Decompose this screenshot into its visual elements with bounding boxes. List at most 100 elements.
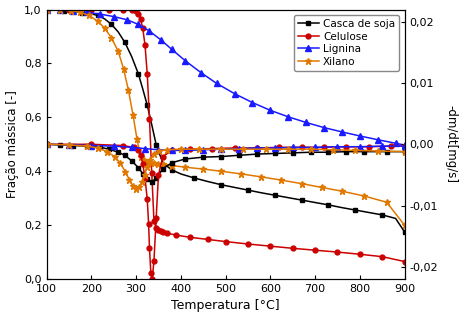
Lignina	[402, 143, 407, 147]
Y-axis label: Fração mássica [-]: Fração mássica [-]	[6, 90, 19, 198]
Casca de soja	[178, 172, 184, 176]
Xilano	[148, 161, 154, 164]
Xilano	[69, 9, 74, 12]
Casca de soja	[245, 188, 250, 192]
Casca de soja	[366, 211, 371, 214]
Lignina	[393, 141, 398, 145]
Celulose	[136, 12, 141, 16]
Casca de soja	[169, 168, 175, 172]
Celulose	[151, 219, 157, 223]
Lignina	[136, 23, 141, 26]
Xilano	[141, 159, 147, 162]
Xilano	[339, 189, 344, 193]
Celulose	[187, 235, 193, 239]
Xilano	[160, 162, 166, 166]
Xilano	[121, 67, 126, 71]
Lignina	[375, 138, 381, 142]
Xilano	[44, 8, 50, 11]
Casca de soja	[379, 213, 385, 217]
Xilano	[125, 88, 131, 92]
Xilano	[362, 194, 367, 198]
Lignina	[198, 71, 204, 74]
Celulose	[66, 8, 72, 11]
Celulose	[290, 246, 295, 250]
Lignina	[84, 10, 90, 14]
Xilano	[134, 137, 140, 141]
Lignina	[268, 108, 273, 112]
Casca de soja	[258, 191, 264, 195]
Celulose	[147, 117, 152, 121]
Celulose	[44, 8, 50, 11]
X-axis label: Temperatura [°C]: Temperatura [°C]	[171, 300, 280, 313]
Casca de soja	[285, 196, 291, 200]
Casca de soja	[272, 193, 277, 197]
Casca de soja	[44, 8, 50, 11]
Celulose	[140, 26, 145, 30]
Xilano	[57, 8, 63, 12]
Casca de soja	[109, 23, 114, 26]
Xilano	[200, 167, 206, 171]
Casca de soja	[299, 198, 304, 202]
Lignina	[321, 126, 327, 129]
Casca de soja	[232, 185, 237, 189]
Lignina	[285, 115, 291, 119]
Xilano	[155, 162, 160, 166]
Celulose	[379, 255, 385, 259]
Celulose	[223, 240, 228, 244]
Casca de soja	[102, 17, 107, 21]
Celulose	[335, 250, 340, 254]
Casca de soja	[393, 217, 398, 220]
Celulose	[149, 171, 155, 175]
Lignina	[339, 130, 344, 134]
Celulose	[142, 43, 148, 47]
Lignina	[169, 47, 175, 51]
Celulose	[357, 252, 363, 256]
Xilano	[182, 165, 188, 169]
Casca de soja	[136, 72, 141, 76]
Casca de soja	[140, 87, 145, 91]
Lignina	[44, 8, 50, 11]
Celulose	[129, 9, 134, 12]
Xilano	[169, 164, 175, 168]
Casca de soja	[339, 206, 344, 210]
Celulose	[133, 10, 139, 13]
Xilano	[77, 10, 83, 14]
Xilano	[319, 185, 325, 189]
Celulose	[174, 233, 179, 237]
Line: Xilano: Xilano	[43, 6, 408, 229]
Xilano	[109, 36, 114, 40]
Xilano	[145, 160, 150, 164]
Xilano	[402, 223, 407, 227]
Casca de soja	[95, 14, 101, 17]
Lignina	[147, 29, 152, 33]
Lignina	[214, 81, 219, 85]
Casca de soja	[402, 230, 407, 234]
Xilano	[115, 49, 121, 53]
Celulose	[156, 228, 161, 232]
Xilano	[218, 169, 224, 173]
Celulose	[106, 8, 112, 11]
Lignina	[303, 121, 309, 124]
Xilano	[384, 200, 389, 204]
Y-axis label: -dm/dt[mg/s]: -dm/dt[mg/s]	[444, 105, 457, 183]
Lignina	[182, 59, 188, 63]
Xilano	[130, 113, 136, 117]
Xilano	[238, 172, 244, 176]
Casca de soja	[122, 40, 128, 44]
Casca de soja	[352, 208, 358, 212]
Legend: Casca de soja, Celulose, Lignina, Xilano: Casca de soja, Celulose, Lignina, Xilano	[294, 15, 399, 71]
Celulose	[88, 8, 94, 11]
Lignina	[98, 12, 103, 16]
Xilano	[95, 19, 101, 23]
Casca de soja	[153, 143, 159, 147]
Xilano	[258, 175, 264, 179]
Celulose	[158, 229, 163, 233]
Casca de soja	[192, 176, 197, 180]
Celulose	[312, 248, 318, 252]
Celulose	[268, 244, 273, 248]
Casca de soja	[149, 123, 155, 127]
Lignina	[125, 18, 130, 22]
Lignina	[57, 8, 63, 12]
Xilano	[299, 182, 304, 185]
Line: Celulose: Celulose	[44, 7, 407, 264]
